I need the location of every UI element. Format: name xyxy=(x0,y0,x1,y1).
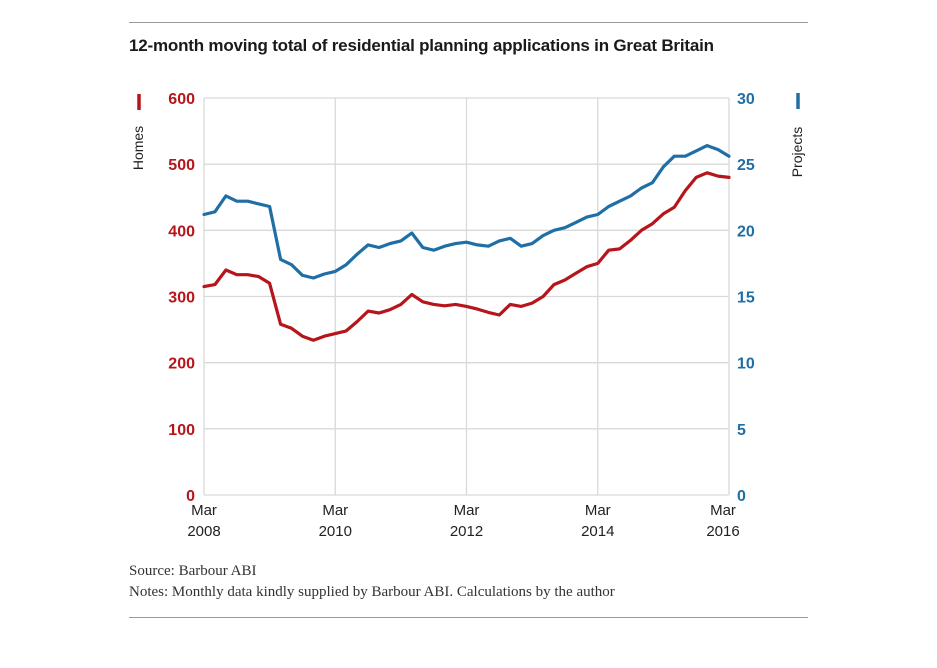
right-tick-label: 20 xyxy=(737,223,755,240)
series-lines xyxy=(202,144,731,342)
x-axis-ticks: Mar 2008 Mar 2010 Mar 2012 Mar 2014 Mar 2016 xyxy=(187,502,739,540)
right-tick-label: 15 xyxy=(737,290,755,307)
left-tick-label: 300 xyxy=(168,290,195,307)
right-tick-label: 25 xyxy=(737,157,755,174)
x-tick-year: 2008 xyxy=(187,523,220,540)
top-rule xyxy=(129,22,808,23)
right-axis-ticks: 0 5 10 15 20 25 30 xyxy=(737,91,755,505)
x-tick-year: 2016 xyxy=(706,523,739,540)
right-tick-label: 0 xyxy=(737,488,746,505)
x-tick-year: 2012 xyxy=(450,523,483,540)
x-tick-month: Mar xyxy=(191,502,217,519)
grid xyxy=(203,97,730,496)
left-tick-label: 200 xyxy=(168,356,195,373)
right-axis-label: Projects xyxy=(789,127,805,178)
source-note: Source: Barbour ABI xyxy=(129,563,257,579)
right-tick-label: 30 xyxy=(737,91,755,108)
left-tick-label: 400 xyxy=(168,223,195,240)
x-tick-year: 2014 xyxy=(581,523,614,540)
right-tick-label: 10 xyxy=(737,356,755,373)
x-tick-year: 2010 xyxy=(319,523,352,540)
left-tick-label: 100 xyxy=(168,422,195,439)
x-tick-month: Mar xyxy=(710,502,736,519)
x-tick-month: Mar xyxy=(454,502,480,519)
left-tick-label: 500 xyxy=(168,157,195,174)
x-tick-month: Mar xyxy=(322,502,348,519)
axis-series-markers xyxy=(137,93,800,110)
chart-title: 12-month moving total of residential pla… xyxy=(129,36,714,55)
x-tick-month: Mar xyxy=(585,502,611,519)
notes-text: Notes: Monthly data kindly supplied by B… xyxy=(129,584,615,600)
bottom-rule xyxy=(129,617,808,618)
left-axis-ticks: 0 100 200 300 400 500 600 xyxy=(168,91,195,505)
right-tick-label: 5 xyxy=(737,422,746,439)
homes-series-line xyxy=(202,171,731,342)
left-tick-label: 0 xyxy=(186,488,195,505)
left-axis-label: Homes xyxy=(130,126,146,170)
projects-series-line xyxy=(202,144,731,280)
left-tick-label: 600 xyxy=(168,91,195,108)
